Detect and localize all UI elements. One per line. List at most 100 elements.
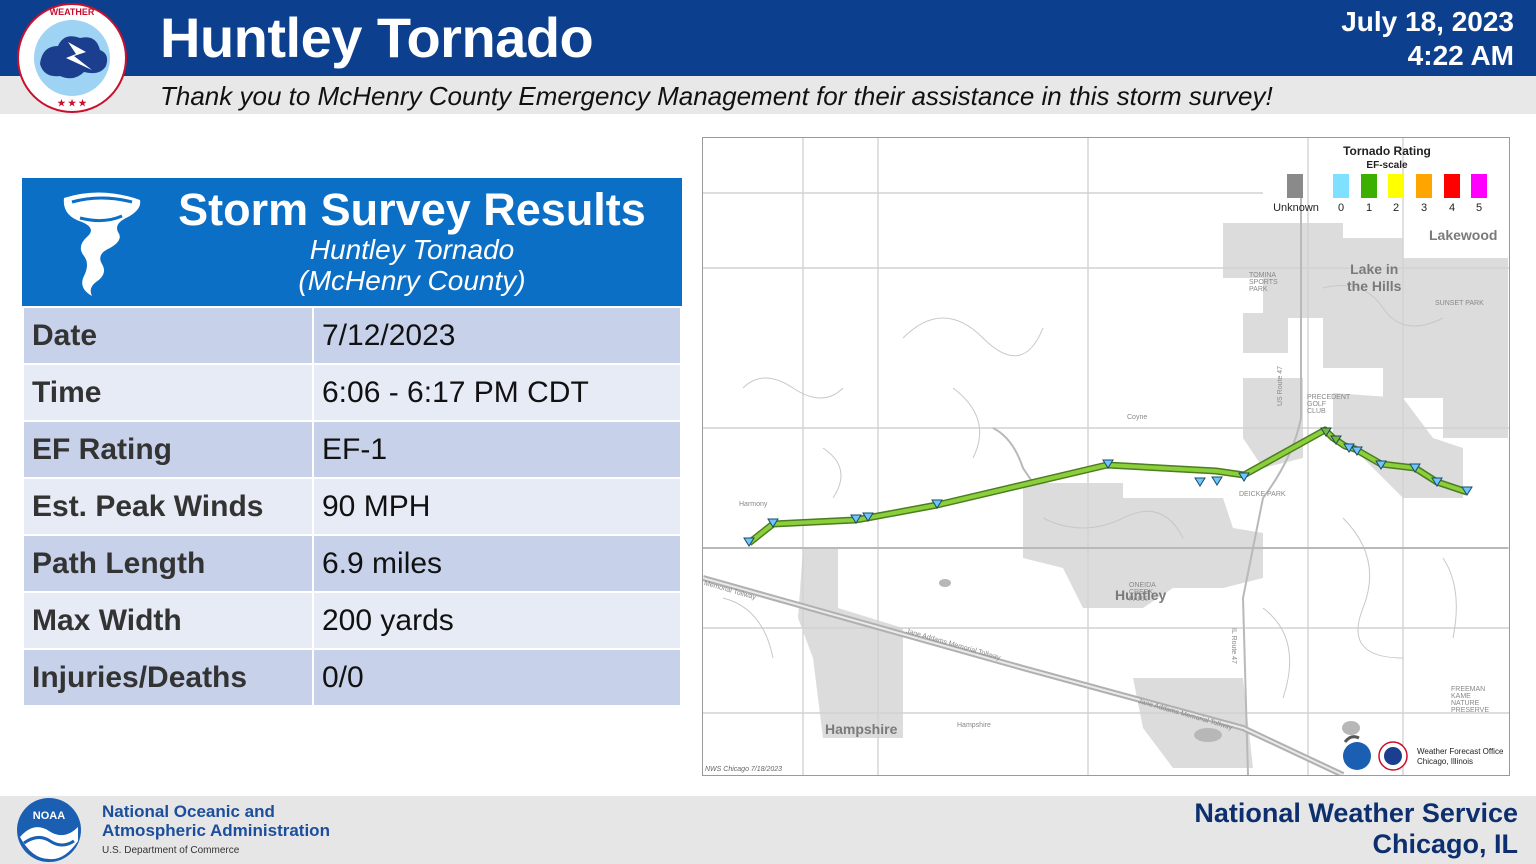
row-value: 0/0 [312,648,682,707]
damage-points [743,427,1473,547]
map-wfo-line2: Chicago, Illinois [1417,757,1474,766]
damage-point[interactable] [767,518,779,528]
legend-label: 0 [1337,202,1345,214]
thanks-bar [0,76,1536,114]
town-huntley: Huntley [1115,587,1167,603]
table-row: Time 6:06 - 6:17 PM CDT [22,363,682,422]
legend-swatch-ef2 [1388,174,1404,198]
table-row: Path Length 6.9 miles [22,534,682,593]
legend-label: 1 [1365,202,1373,214]
map-credit: NWS Chicago 7/18/2023 [705,766,783,773]
row-key: Injuries/Deaths [22,648,314,707]
label-sports-park: TOMINA SPORTS PARK [1249,272,1278,293]
map-wfo-line1: Weather Forecast Office [1417,747,1504,756]
svg-text:WEATHER: WEATHER [50,7,95,17]
svg-text:★ ★ ★: ★ ★ ★ [57,98,87,108]
table-row: Date 7/12/2023 [22,306,682,365]
damage-point[interactable] [1431,477,1443,487]
damage-point[interactable] [1211,476,1223,486]
survey-results-card: Storm Survey Results Huntley Tornado (Mc… [22,178,682,707]
town-lake-in-the-hills-line2: the Hills [1347,278,1402,294]
legend-swatch-unknown [1287,174,1303,198]
legend-swatch-ef1 [1361,174,1377,198]
thanks-note: Thank you to McHenry County Emergency Ma… [160,81,1273,111]
issue-date: July 18, 2023 4:22 AM [1341,5,1514,73]
survey-card-title: Storm Survey Results [178,184,646,235]
legend-swatch-ef4 [1444,174,1460,198]
legend-label: 3 [1420,202,1428,214]
row-key: Time [22,363,314,422]
noaa-logo-icon: NOAA [17,798,81,862]
table-row: Est. Peak Winds 90 MPH [22,477,682,536]
label-route-47b: IL Route 47 [1230,628,1237,664]
row-value: 7/12/2023 [312,306,682,365]
survey-card-header: Storm Survey Results Huntley Tornado (Mc… [22,178,682,306]
tollway [703,575,1345,775]
page-title: Huntley Tornado [160,6,594,69]
label-harmony: Harmony [739,501,768,508]
nws-office-line2: Chicago, IL [1372,829,1518,859]
nws-office: National Weather Service Chicago, IL [1194,798,1518,860]
legend-label: Unknown [1273,202,1319,214]
table-row: Injuries/Deaths 0/0 [22,648,682,707]
map-noaa-icon [1343,742,1371,770]
damage-point[interactable] [1409,463,1421,473]
damage-point[interactable] [1194,477,1206,487]
legend-label: 4 [1448,202,1456,214]
damage-point[interactable] [743,537,755,547]
damage-point[interactable] [1102,459,1114,469]
label-precedent-golf: PRECEDENT GOLF CLUB [1307,394,1351,415]
tornado-icon [63,192,141,296]
town-hampshire: Hampshire [825,721,898,737]
label-freeman-kame: FREEMAN KAME NATURE PRESERVE [1451,686,1489,714]
label-coyne: Coyne [1127,414,1148,421]
row-key: Max Width [22,591,314,650]
row-key: Path Length [22,534,314,593]
damage-point[interactable] [1330,435,1342,445]
damage-point[interactable] [1238,472,1250,482]
damage-point[interactable] [1351,446,1363,456]
damage-point[interactable] [850,514,862,524]
damage-point[interactable] [1343,443,1355,453]
legend-title: Tornado Rating [1343,144,1431,158]
legend-swatch-ef3 [1416,174,1432,198]
damage-point[interactable] [1461,486,1473,496]
tornado-track-map[interactable]: Tornado Rating EF-scale Unknown 0 1 2 3 … [702,137,1510,776]
tornado-track-fill [747,428,1468,545]
nws-office-line1: National Weather Service [1194,798,1518,828]
damage-point[interactable] [931,499,943,509]
row-value: 200 yards [312,591,682,650]
issue-date-day: July 18, 2023 [1341,6,1514,37]
map-legend: Tornado Rating EF-scale Unknown 0 1 2 3 … [1273,142,1501,216]
row-key: EF Rating [22,420,314,479]
map-wfo-label: Weather Forecast Office Chicago, Illinoi… [1417,747,1503,767]
town-lake-in-the-hills: Lake in the Hills [1347,261,1401,295]
label-oneida-creek: ONEIDA CREEK PARK [1129,582,1156,603]
survey-results-table: Date 7/12/2023 Time 6:06 - 6:17 PM CDT EF … [22,306,682,707]
major-routes [703,198,1508,775]
noaa-department: U.S. Department of Commerce [102,845,240,856]
svg-text:NOAA: NOAA [33,810,65,822]
noaa-name-line2: Atmospheric Administration [102,821,330,840]
label-sunset-park: SUNSET PARK [1435,300,1484,307]
survey-card-subtitle: Huntley Tornado (McHenry County) [162,234,662,296]
noaa-name-line1: National Oceanic and [102,802,275,821]
damage-point[interactable] [1320,427,1332,437]
nws-logo-icon: ★ ★ ★ WEATHER [17,3,127,113]
lakes [939,579,1360,742]
legend-label: 2 [1392,202,1400,214]
row-value: EF-1 [312,420,682,479]
damage-point[interactable] [862,512,874,522]
legend-label: 5 [1475,202,1483,214]
noaa-name: National Oceanic and Atmospheric Adminis… [102,802,330,840]
footer-bar [0,796,1536,864]
row-value: 6:06 - 6:17 PM CDT [312,363,682,422]
row-value: 6.9 miles [312,534,682,593]
row-key: Est. Peak Winds [22,477,314,536]
label-route-47: US Route 47 [1277,365,1284,406]
issue-date-time: 4:22 AM [1407,40,1514,71]
damage-point[interactable] [1375,460,1387,470]
survey-card-subtitle-county: (McHenry County) [298,265,526,296]
row-value: 90 MPH [312,477,682,536]
header-bar [0,0,1536,76]
